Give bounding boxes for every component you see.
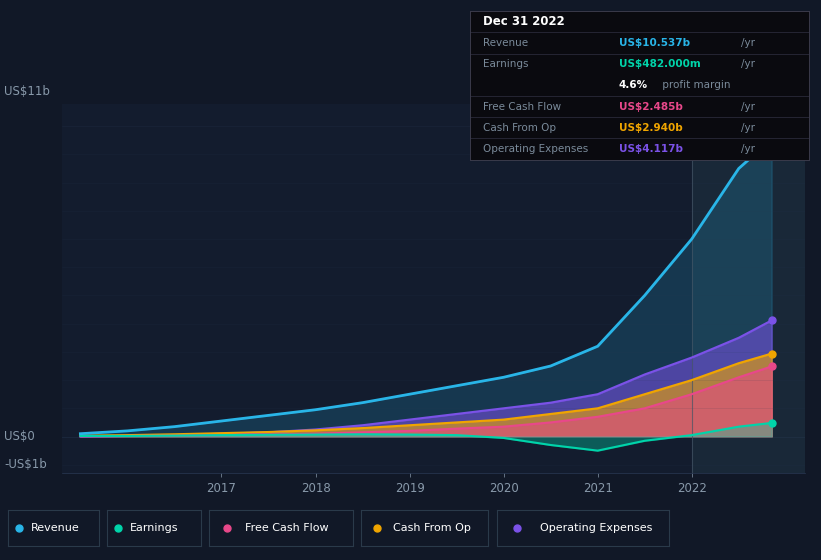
- Text: Revenue: Revenue: [484, 38, 528, 48]
- Text: /yr: /yr: [741, 59, 754, 69]
- Text: US$4.117b: US$4.117b: [619, 144, 683, 154]
- Text: Cash From Op: Cash From Op: [393, 523, 471, 533]
- Text: Free Cash Flow: Free Cash Flow: [245, 523, 329, 533]
- Text: Earnings: Earnings: [484, 59, 529, 69]
- Text: Revenue: Revenue: [31, 523, 80, 533]
- Text: US$11b: US$11b: [4, 85, 50, 98]
- Text: /yr: /yr: [741, 101, 754, 111]
- Text: US$2.485b: US$2.485b: [619, 101, 683, 111]
- Text: Cash From Op: Cash From Op: [484, 123, 556, 133]
- Text: -US$1b: -US$1b: [4, 458, 47, 471]
- Text: US$0: US$0: [4, 430, 34, 443]
- Text: /yr: /yr: [741, 123, 754, 133]
- Text: US$10.537b: US$10.537b: [619, 38, 690, 48]
- Text: profit margin: profit margin: [659, 81, 731, 90]
- Text: 4.6%: 4.6%: [619, 81, 648, 90]
- Text: US$482.000m: US$482.000m: [619, 59, 700, 69]
- Text: Operating Expenses: Operating Expenses: [484, 144, 589, 154]
- Text: Free Cash Flow: Free Cash Flow: [484, 101, 562, 111]
- Text: US$2.940b: US$2.940b: [619, 123, 682, 133]
- Text: Earnings: Earnings: [131, 523, 179, 533]
- Bar: [692, 104, 805, 473]
- Text: /yr: /yr: [741, 38, 754, 48]
- Text: Dec 31 2022: Dec 31 2022: [484, 15, 565, 29]
- Text: Operating Expenses: Operating Expenses: [540, 523, 652, 533]
- Text: /yr: /yr: [741, 144, 754, 154]
